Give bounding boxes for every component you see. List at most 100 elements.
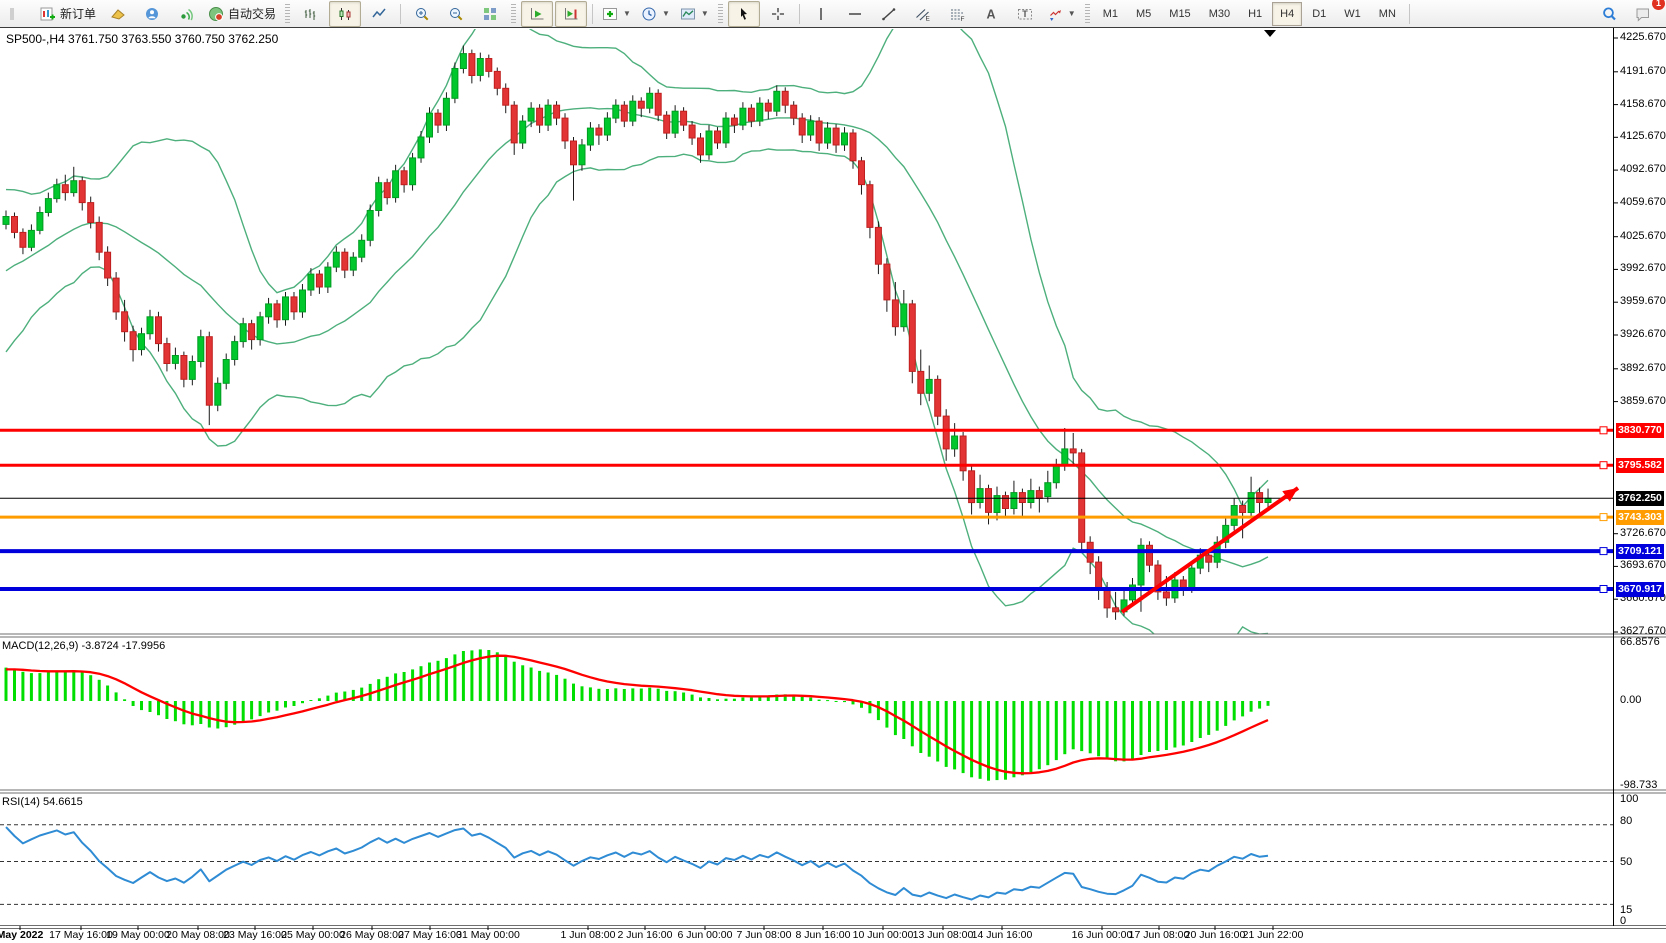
time-axis-label[interactable]: 19 May 00:00 xyxy=(106,929,170,941)
time-axis-label[interactable]: 23 May 16:00 xyxy=(223,929,287,941)
time-axis-label[interactable]: 20 Jun 16:00 xyxy=(1184,929,1246,941)
price-tick-label[interactable]: 3859.670 xyxy=(1620,394,1666,407)
signals-button[interactable] xyxy=(170,1,202,27)
rsi-axis-label[interactable]: 0 xyxy=(1620,915,1627,927)
rsi-panel[interactable] xyxy=(0,824,1613,905)
price-tick-label[interactable]: 3693.670 xyxy=(1620,559,1666,572)
new-order-button[interactable]: 新订单 xyxy=(36,1,100,27)
fibonacci-button[interactable]: F xyxy=(941,1,973,27)
timeframe-button-mn[interactable]: MN xyxy=(1378,7,1396,20)
candle-body xyxy=(1129,584,1136,601)
time-axis-label[interactable]: 10 Jun 00:00 xyxy=(852,929,914,941)
trendline-button[interactable] xyxy=(873,1,905,27)
rsi-axis-label[interactable]: 80 xyxy=(1620,815,1633,827)
rsi-axis-label[interactable]: 100 xyxy=(1620,793,1639,805)
timeframe-button-h4[interactable]: H4 xyxy=(1272,1,1303,26)
price-tick-label[interactable]: 4059.670 xyxy=(1620,195,1666,208)
price-tick-label[interactable]: 4225.670 xyxy=(1620,31,1666,43)
timeframe-button-w1[interactable]: W1 xyxy=(1344,7,1361,20)
time-axis-label[interactable]: 1 Jun 08:00 xyxy=(560,929,616,941)
indicators-button[interactable]: ▼ xyxy=(598,1,635,27)
timeframe-button-m30[interactable]: M30 xyxy=(1208,7,1231,20)
price-tick-label[interactable]: 4025.670 xyxy=(1620,229,1666,242)
line-chart-button[interactable] xyxy=(363,1,395,27)
price-tick-label[interactable]: 3959.670 xyxy=(1620,295,1666,308)
main-chart-panel[interactable] xyxy=(2,3,1272,655)
timeframe-button-d1[interactable]: D1 xyxy=(1312,7,1327,20)
bar-chart-button[interactable] xyxy=(295,1,327,27)
text-button[interactable]: A xyxy=(975,1,1007,27)
price-tick-label[interactable]: 4125.670 xyxy=(1620,130,1666,143)
timeframe-button-m1[interactable]: M1 xyxy=(1102,7,1118,20)
zoom-out-button[interactable] xyxy=(440,1,472,27)
time-axis-label[interactable]: 31 May 00:00 xyxy=(456,929,520,941)
arrows-button[interactable]: ▼ xyxy=(1043,1,1080,27)
macd-axis-label[interactable]: 0.00 xyxy=(1620,694,1642,706)
price-tick-label[interactable]: 3627.670 xyxy=(1620,625,1666,637)
timeframe-button-m5[interactable]: M5 xyxy=(1136,7,1152,20)
price-line-handle[interactable] xyxy=(1599,513,1608,522)
community-button[interactable] xyxy=(136,1,168,27)
search-button[interactable] xyxy=(1593,1,1625,27)
text-label-button[interactable]: T xyxy=(1009,1,1041,27)
autotrading-button[interactable]: 自动交易 xyxy=(204,1,280,27)
price-tick-label[interactable]: 4191.670 xyxy=(1620,64,1666,77)
price-tick-label[interactable]: 3992.670 xyxy=(1620,262,1666,275)
time-axis-label[interactable]: 27 May 16:00 xyxy=(398,929,462,941)
time-axis-label[interactable]: 7 Jun 08:00 xyxy=(736,929,792,941)
chart-shift-button[interactable] xyxy=(555,0,588,27)
market-button[interactable] xyxy=(102,1,134,27)
candle-body xyxy=(1095,561,1103,589)
tile-windows-button[interactable] xyxy=(474,1,506,27)
time-axis-label[interactable]: 25 May 00:00 xyxy=(281,929,345,941)
price-tick-label[interactable]: 3726.670 xyxy=(1620,526,1666,539)
macd-axis-label[interactable]: -98.733 xyxy=(1620,779,1658,791)
time-axis-label[interactable]: 8 Jun 16:00 xyxy=(795,929,851,941)
macd-axis-label[interactable]: 66.8576 xyxy=(1620,636,1660,648)
time-axis-label[interactable]: 26 May 08:00 xyxy=(340,929,404,941)
trend-arrow-line[interactable] xyxy=(1120,486,1300,614)
macd-histogram-bar xyxy=(690,694,694,701)
price-line-handle[interactable] xyxy=(1599,547,1608,556)
cursor-button[interactable] xyxy=(727,0,760,27)
time-axis-label[interactable]: 13 Jun 08:00 xyxy=(912,929,974,941)
candle-body xyxy=(188,361,196,380)
macd-panel[interactable] xyxy=(4,649,1270,781)
price-tick-label[interactable]: 4092.670 xyxy=(1620,163,1666,176)
time-axis-label[interactable]: 6 Jun 00:00 xyxy=(677,929,733,941)
price-tick-label[interactable]: 3926.670 xyxy=(1620,328,1666,340)
notifications-button[interactable]: 1 xyxy=(1627,0,1665,27)
timeframe-button-h1[interactable]: H1 xyxy=(1248,7,1263,20)
periods-button[interactable]: ▼ xyxy=(637,1,674,27)
time-axis-label[interactable]: 17 Jun 08:00 xyxy=(1128,929,1190,941)
price-line-handle[interactable] xyxy=(1599,426,1608,435)
price-tick-label[interactable]: 4158.670 xyxy=(1620,97,1666,110)
time-axis-label[interactable]: 21 Jun 22:00 xyxy=(1242,929,1304,941)
price-line-handle[interactable] xyxy=(1599,585,1608,593)
horizontal-line-button[interactable] xyxy=(839,1,871,27)
auto-scroll-button[interactable] xyxy=(521,0,554,27)
time-axis-label[interactable]: 17 May 16:00 xyxy=(49,929,113,941)
price-tick-label[interactable]: 3892.670 xyxy=(1620,361,1666,374)
time-axis-label[interactable]: 14 Jun 16:00 xyxy=(971,929,1033,941)
mt-icon xyxy=(10,7,14,20)
templates-button[interactable]: ▼ xyxy=(676,1,713,27)
rsi-axis-label[interactable]: 15 xyxy=(1620,904,1633,916)
equidistant-channel-button[interactable]: E xyxy=(907,1,939,27)
crosshair-button[interactable] xyxy=(762,1,794,27)
rsi-axis-label[interactable]: 50 xyxy=(1620,856,1633,868)
svg-text:T: T xyxy=(1022,9,1028,19)
timeframe-button-m15[interactable]: M15 xyxy=(1169,7,1191,20)
macd-histogram-bar xyxy=(732,698,736,701)
time-axis-label[interactable]: 2 Jun 16:00 xyxy=(617,929,673,941)
vertical-line-button[interactable] xyxy=(805,1,837,27)
time-axis-label[interactable]: May 2022 xyxy=(0,929,44,941)
time-axis-label[interactable]: 16 Jun 00:00 xyxy=(1071,929,1133,941)
time-axis-label[interactable]: 20 May 08:00 xyxy=(166,929,230,941)
macd-histogram-bar xyxy=(487,650,491,701)
price-line-handle[interactable] xyxy=(1599,461,1608,470)
candlestick-chart-button[interactable] xyxy=(329,0,362,27)
zoom-in-button[interactable] xyxy=(406,1,438,27)
candle-body xyxy=(976,488,984,504)
